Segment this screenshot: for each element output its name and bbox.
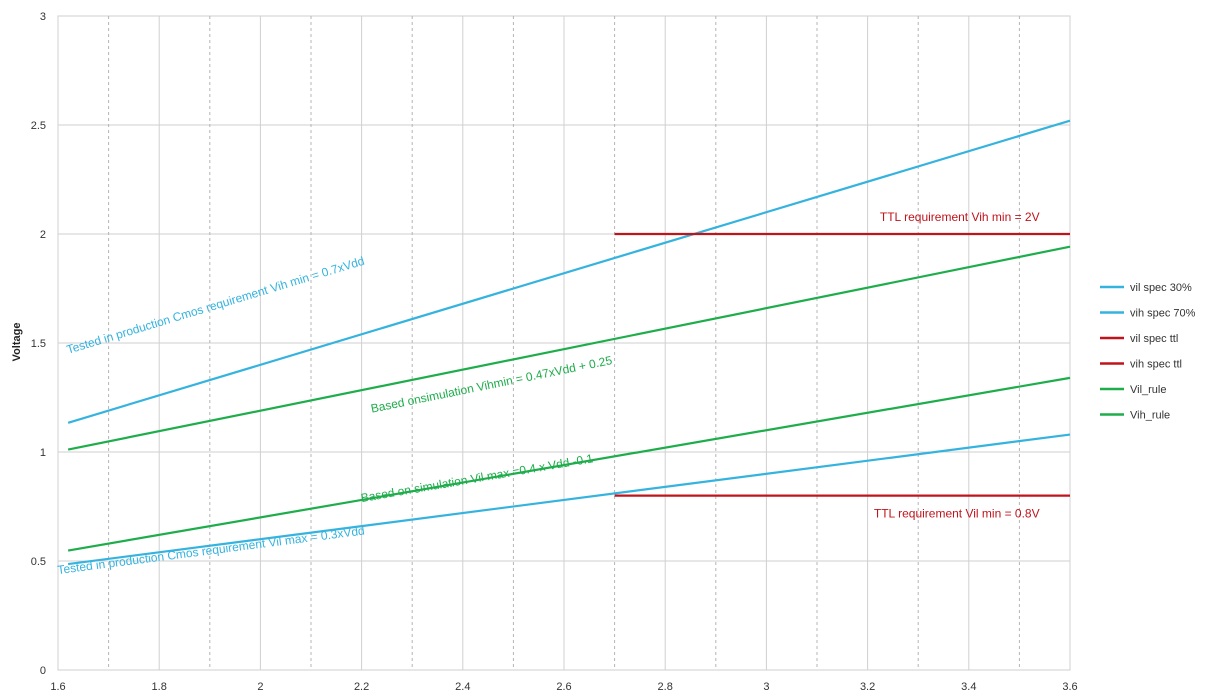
series-layer <box>67 119 1071 566</box>
annotation-label: TTL requirement Vih min = 2V <box>880 210 1040 224</box>
x-tick-label: 3.4 <box>961 681 976 692</box>
x-tick-label: 2.6 <box>556 681 571 692</box>
legend-label: vil spec 30% <box>1130 282 1192 294</box>
legend-label: vih spec 70% <box>1130 308 1196 320</box>
annotation-label: Tested in production Cmos requirement Vi… <box>65 254 366 357</box>
series-line-vil-rule <box>67 376 1071 552</box>
annotation-label: Tested in production Cmos requirement Vi… <box>57 524 366 578</box>
legend-label: vil spec ttl <box>1130 333 1178 345</box>
annotation-label: TTL requirement Vil min = 0.8V <box>874 506 1040 520</box>
x-tick-label: 3.2 <box>860 681 875 692</box>
x-tick-label: 2.8 <box>658 681 673 692</box>
x-tick-label: 2.4 <box>455 681 470 692</box>
x-tick-label: 3.6 <box>1062 681 1077 692</box>
legend-label: vih spec ttl <box>1130 359 1182 371</box>
y-tick-label: 1.5 <box>31 338 46 350</box>
y-tick-label: 3 <box>40 11 46 23</box>
annotation-label: Based onsimulation Vihmin = 0.47xVdd + 0… <box>370 353 614 416</box>
y-tick-label: 0 <box>40 665 46 677</box>
x-tick-label: 2 <box>257 681 263 692</box>
x-tick-label: 1.8 <box>152 681 167 692</box>
annotation-label: Based on simulation Vil max =0.4 x Vdd -… <box>360 451 595 505</box>
y-tick-label: 1 <box>40 447 46 459</box>
legend-label: Vih_rule <box>1130 410 1170 422</box>
series-line-vih-rule <box>67 245 1071 451</box>
legend: vil spec 30% vih spec 70% vil spec ttl vih … <box>1100 282 1196 422</box>
y-tick-label: 2 <box>40 229 46 241</box>
grid-layer <box>57 15 1071 671</box>
y-tick-label: 2.5 <box>31 120 46 132</box>
x-tick-label: 3 <box>763 681 769 692</box>
annotation-layer: Tested in production Cmos requirement Vi… <box>57 210 1040 577</box>
y-tick-label: 0.5 <box>31 556 46 568</box>
y-axis-label: Voltage <box>11 323 23 362</box>
legend-label: Vil_rule <box>1130 384 1167 396</box>
axis-layer: 0 0.5 1 1.5 2 2.5 3 1.6 1.8 2 2.2 2.4 2.6 2.8 3 3.2 3.4 3… <box>31 11 1078 693</box>
x-tick-label: 2.2 <box>354 681 369 692</box>
x-tick-label: 1.6 <box>50 681 65 692</box>
series-line-vil-spec-30- <box>67 433 1071 566</box>
series-line-vih-spec-70- <box>67 119 1071 424</box>
